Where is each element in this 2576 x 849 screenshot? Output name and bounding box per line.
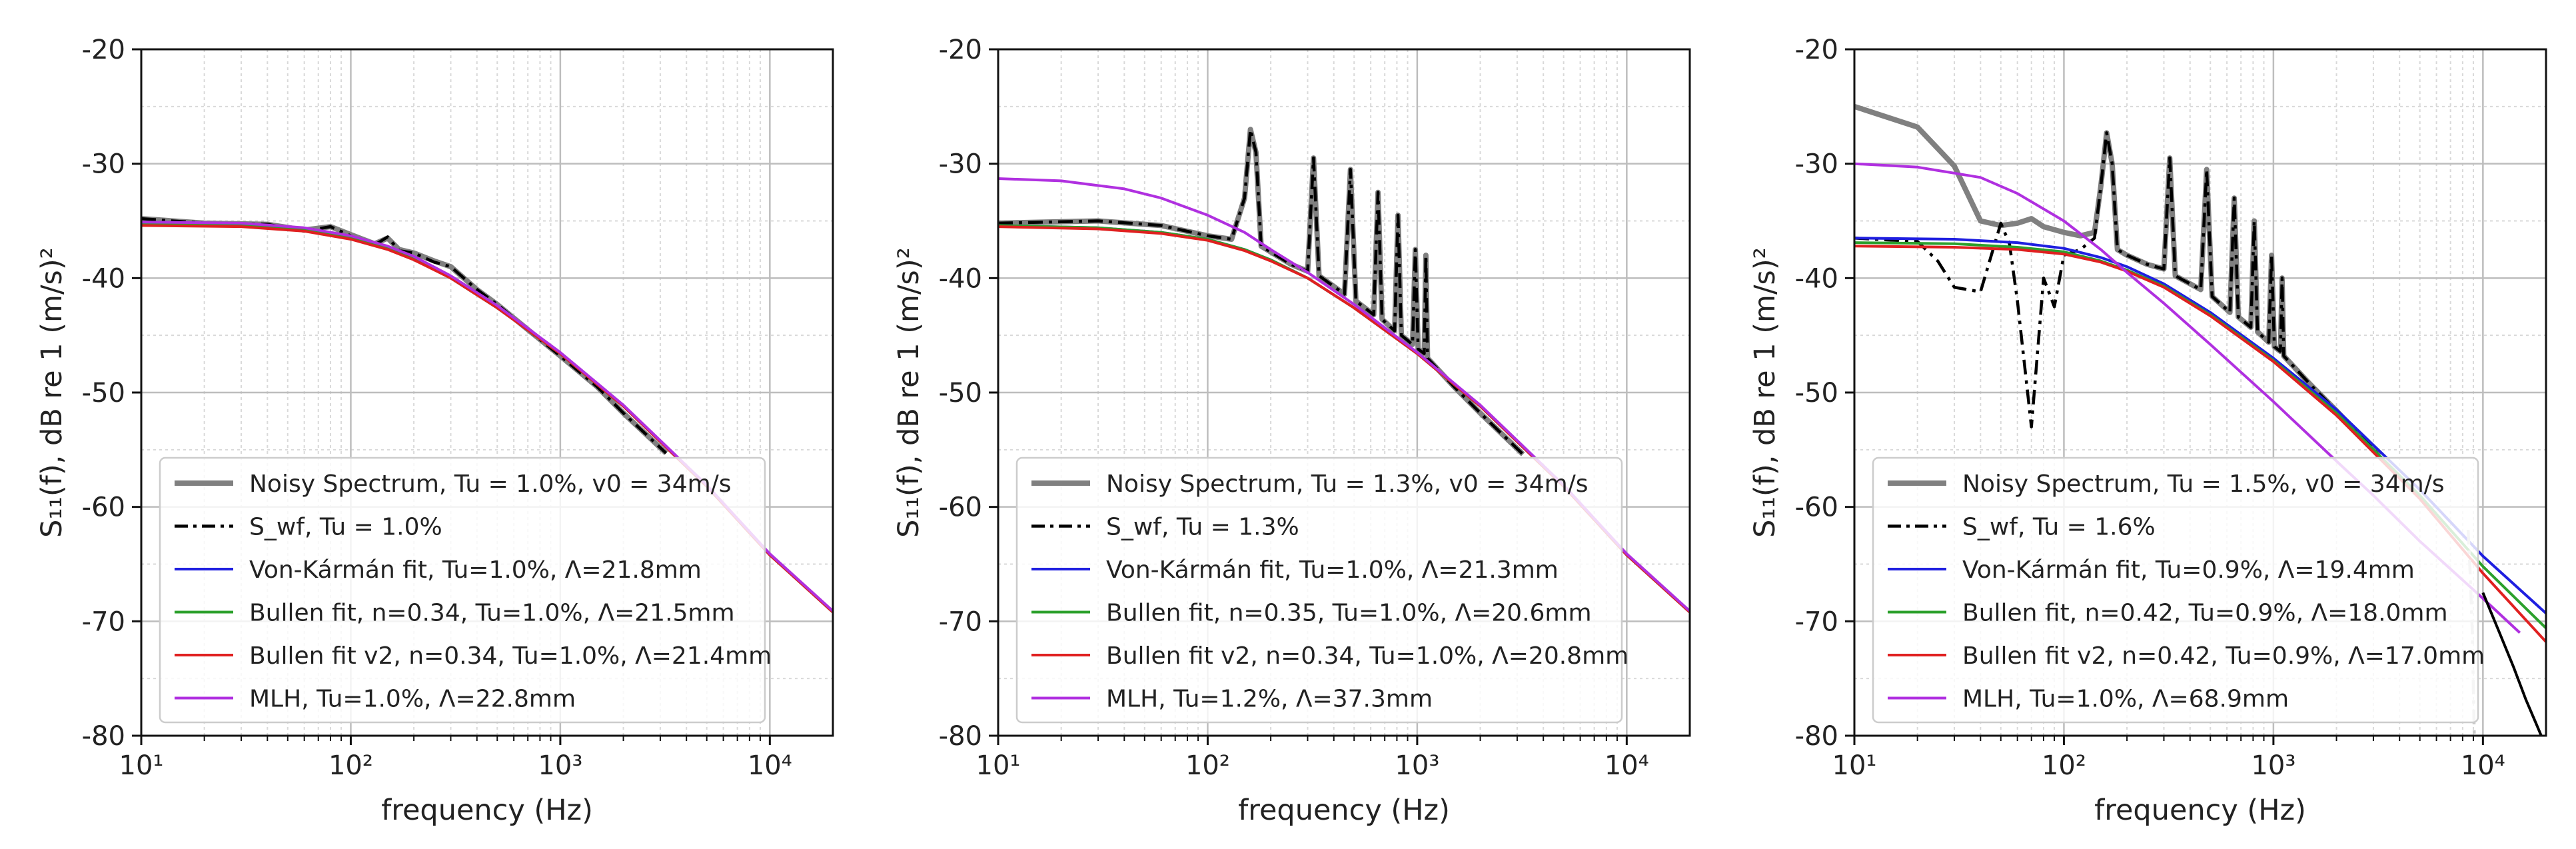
y-tick-label: -80 bbox=[939, 721, 982, 752]
legend-label: Bullen fit, n=0.42, Tu=0.9%, Λ=18.0mm bbox=[1962, 600, 2448, 627]
y-tick-label: -30 bbox=[82, 149, 125, 180]
x-axis-label: frequency (Hz) bbox=[381, 794, 593, 827]
y-tick-label: -40 bbox=[1795, 263, 1838, 294]
chart-panel-3: 10¹ 10² 10³ 10⁴ -80 -70 -60 -50 -40 -30 -20 frequen… bbox=[1748, 35, 2547, 827]
x-tick-label: 10⁴ bbox=[1605, 750, 1649, 781]
x-tick-label: 10¹ bbox=[1832, 750, 1877, 781]
x-axis-label: frequency (Hz) bbox=[2094, 794, 2306, 827]
extra-curve-1 bbox=[2481, 592, 2543, 736]
legend-label: MLH, Tu=1.2%, Λ=37.3mm bbox=[1106, 686, 1433, 713]
legend-label: Bullen fit v2, n=0.42, Tu=0.9%, Λ=17.0mm bbox=[1962, 642, 2485, 670]
y-tick-label: -30 bbox=[1795, 149, 1838, 180]
legend-label: MLH, Tu=1.0%, Λ=68.9mm bbox=[1962, 686, 2289, 713]
legend-label: Bullen fit v2, n=0.34, Tu=1.0%, Λ=21.4mm bbox=[249, 642, 772, 670]
y-tick-label: -60 bbox=[939, 492, 982, 523]
y-tick-label: -40 bbox=[939, 263, 982, 294]
x-tick-label: 10² bbox=[1185, 750, 1230, 781]
legend-label: Bullen fit, n=0.35, Tu=1.0%, Λ=20.6mm bbox=[1106, 600, 1592, 627]
y-tick-label: -20 bbox=[939, 35, 982, 65]
legend-label: S_wf, Tu = 1.6% bbox=[1962, 514, 2156, 541]
y-axis-label: S₁₁(f), dB re 1 (m/s)² bbox=[35, 247, 69, 538]
y-axis-label: S₁₁(f), dB re 1 (m/s)² bbox=[892, 247, 926, 538]
series-line-2 bbox=[998, 127, 1525, 456]
x-tick-label: 10³ bbox=[1395, 750, 1439, 781]
y-tick-label: -60 bbox=[1795, 492, 1838, 523]
x-tick-label: 10² bbox=[2042, 750, 2086, 781]
legend-label: S_wf, Tu = 1.3% bbox=[1106, 514, 1299, 541]
x-tick-label: 10³ bbox=[2251, 750, 2295, 781]
y-tick-label: -20 bbox=[82, 35, 125, 65]
y-tick-label: -70 bbox=[82, 606, 125, 637]
y-tick-label: -30 bbox=[939, 149, 982, 180]
y-axis-label: S₁₁(f), dB re 1 (m/s)² bbox=[1748, 247, 1782, 538]
y-tick-label: -60 bbox=[82, 492, 125, 523]
legend-label: Bullen fit v2, n=0.34, Tu=1.0%, Λ=20.8mm bbox=[1106, 642, 1628, 670]
y-tick-label: -70 bbox=[1795, 606, 1838, 637]
x-tick-label: 10² bbox=[328, 750, 373, 781]
series-line-2 bbox=[1854, 131, 2381, 456]
legend-label: Von-Kármán fit, Tu=0.9%, Λ=19.4mm bbox=[1962, 556, 2415, 584]
legend-box bbox=[1872, 456, 2479, 724]
legend-box bbox=[1015, 456, 1623, 724]
legend-label: Noisy Spectrum, Tu = 1.0%, v0 = 34m/s bbox=[249, 470, 732, 498]
x-tick-label: 10¹ bbox=[119, 750, 164, 781]
legend-label: Von-Kármán fit, Tu=1.0%, Λ=21.8mm bbox=[249, 556, 702, 584]
y-tick-label: -50 bbox=[1795, 378, 1838, 409]
y-tick-label: -20 bbox=[1795, 35, 1838, 65]
x-tick-label: 10¹ bbox=[976, 750, 1021, 781]
y-tick-label: -80 bbox=[82, 721, 125, 752]
y-tick-label: -70 bbox=[939, 606, 982, 637]
legend-label: S_wf, Tu = 1.0% bbox=[249, 514, 442, 541]
y-tick-label: -50 bbox=[82, 378, 125, 409]
legend-label: Noisy Spectrum, Tu = 1.5%, v0 = 34m/s bbox=[1962, 470, 2445, 498]
x-tick-label: 10⁴ bbox=[2461, 750, 2505, 781]
y-tick-label: -80 bbox=[1795, 721, 1838, 752]
legend-box bbox=[159, 456, 766, 724]
legend-label: MLH, Tu=1.0%, Λ=22.8mm bbox=[249, 686, 576, 713]
legend-label: Von-Kármán fit, Tu=1.0%, Λ=21.3mm bbox=[1106, 556, 1559, 584]
legend-label: Bullen fit, n=0.34, Tu=1.0%, Λ=21.5mm bbox=[249, 600, 735, 627]
chart-panel-2: 10¹ 10² 10³ 10⁴ -80 -70 -60 -50 -40 -30 -20 frequen… bbox=[892, 35, 1691, 827]
chart-panel-1: 10¹ 10² 10³ 10⁴ -80 -70 -60 -50 -40 -30 -20 frequen… bbox=[35, 35, 834, 827]
x-tick-label: 10³ bbox=[538, 750, 582, 781]
x-axis-label: frequency (Hz) bbox=[1238, 794, 1450, 827]
legend-label: Noisy Spectrum, Tu = 1.3%, v0 = 34m/s bbox=[1106, 470, 1589, 498]
y-tick-label: -50 bbox=[939, 378, 982, 409]
y-tick-label: -40 bbox=[82, 263, 125, 294]
series-line-1 bbox=[998, 127, 1525, 456]
series-line-1 bbox=[1854, 103, 2381, 458]
x-tick-label: 10⁴ bbox=[748, 750, 792, 781]
